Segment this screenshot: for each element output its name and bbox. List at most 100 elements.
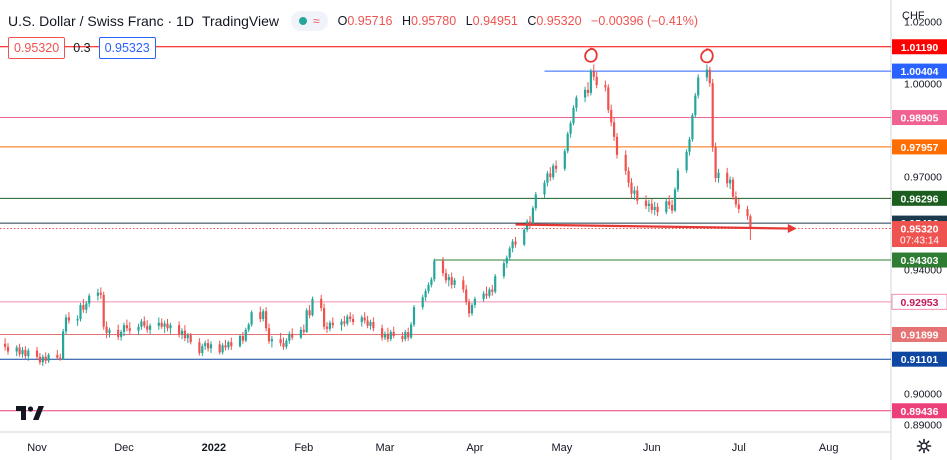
candle-body [285,340,288,347]
buy-price-button[interactable]: 0.95323 [98,37,156,59]
candle-body [386,333,389,340]
symbol-title[interactable]: U.S. Dollar / Swiss Franc · 1D [8,13,194,29]
candle-body [38,356,41,363]
top-marker-circle [700,48,714,64]
candle-body [589,71,592,93]
candle-body [120,331,123,337]
price-label-text: 1.00404 [901,66,939,78]
candle-body [247,324,250,330]
candle-body [108,329,111,333]
chart-header: U.S. Dollar / Swiss Franc · 1D TradingVi… [8,10,704,32]
candle-body [47,354,50,361]
candle-body [41,356,44,363]
candle-body [102,294,105,327]
candle-body [569,123,572,134]
candle-body [82,305,85,310]
candle-body [279,339,282,344]
candle-body [746,209,749,217]
candle-body [178,325,181,335]
candle-body [389,331,392,340]
candle-body [534,194,537,209]
price-label-box [892,326,947,342]
price-label-text: 1.01190 [901,42,939,54]
candle-body [18,347,21,355]
price-axis-ticks: 1.020001.000000.970000.940000.900000.890… [904,17,942,432]
candle-body [372,322,375,329]
price-label-box [891,293,947,310]
price-label-box [892,403,947,419]
candle-body [473,298,476,306]
time-tick-label: Jun [643,442,661,454]
candle-body [450,277,453,285]
candle-body [282,343,285,347]
candle-body [6,346,10,352]
tradingview-logo-icon[interactable] [14,402,46,424]
candle-body [221,345,224,353]
candle-body [244,329,247,341]
neckline-arrowhead [787,224,797,234]
candle-body [441,260,445,274]
candle-body [729,179,732,184]
candle-body [183,330,186,339]
spread-value: 0.3 [73,41,91,55]
candle-body [128,328,131,331]
candle-body [363,317,366,321]
candle-body [224,345,227,348]
market-open-dot-icon [298,17,307,25]
candle-body [241,336,244,341]
price-tick-label: 0.97000 [904,172,942,184]
candle-body [346,316,349,324]
candle-body [96,292,99,296]
sell-price-button[interactable]: 0.95320 [8,37,66,59]
settings-gear-icon[interactable] [916,438,932,454]
candle-body [328,322,331,329]
time-tick-label: Feb [294,442,313,454]
candle-body [705,69,708,78]
candle-body [566,133,569,152]
price-label-box [892,139,947,155]
price-label-text: 0.96296 [901,193,939,205]
candle-body [99,292,102,295]
candle-body [291,333,294,338]
candle-body [508,248,511,258]
candle-body [157,322,160,326]
candle-body [410,324,413,338]
candle-body [644,200,648,206]
candle-body [105,326,108,333]
candle-body [143,321,146,326]
candle-body [691,115,694,140]
bid-ask-row: 0.95320 0.3 0.95323 [8,37,156,59]
candle-body [349,316,352,319]
price-scale-currency[interactable]: CHF [902,10,925,22]
candle-body [204,343,207,347]
candle-body [259,312,262,319]
candle-body [607,87,610,110]
candle-body [288,333,291,341]
candle-body [392,331,395,336]
candle-body [149,325,152,330]
candle-body [586,89,590,93]
price-label-box [892,190,947,206]
candle-body [311,298,314,316]
candle-body [453,280,456,285]
candle-body [491,289,494,292]
price-label-text: 0.92953 [901,297,939,309]
market-status-pill[interactable]: ≈ [290,11,328,31]
candle-body [488,289,491,296]
price-label-text: 0.98905 [901,113,939,125]
candle-body [494,276,497,292]
candle-body [685,151,688,171]
data-source: TradingView [201,13,279,29]
candle-body [749,216,752,229]
candle-body [325,326,329,329]
candle-body [572,107,575,124]
time-tick-label: Apr [466,442,483,454]
candle-body [125,325,128,329]
candle-body [407,331,410,338]
candle-body [531,208,534,225]
price-label-text: 0.95320 [901,224,939,236]
level-lines [0,46,891,412]
candle-body [67,317,70,321]
